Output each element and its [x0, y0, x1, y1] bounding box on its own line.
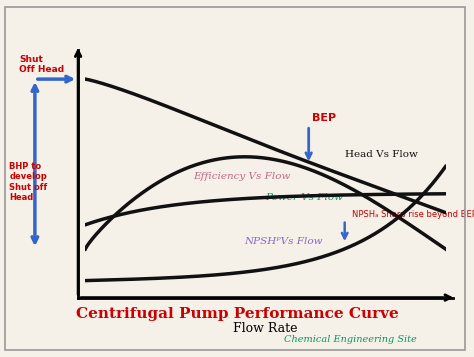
- Text: NPSHₐ Sharp rise beyond BEP: NPSHₐ Sharp rise beyond BEP: [352, 210, 474, 219]
- Text: Centrifugal Pump Performance Curve: Centrifugal Pump Performance Curve: [76, 307, 398, 321]
- Text: NPSHᴾVs Flow: NPSHᴾVs Flow: [244, 237, 322, 246]
- Text: Shut
Off Head: Shut Off Head: [19, 55, 64, 74]
- Text: Chemical Engineering Site: Chemical Engineering Site: [284, 335, 417, 344]
- Text: BEP: BEP: [312, 112, 337, 122]
- Text: Head Vs Flow: Head Vs Flow: [345, 150, 418, 159]
- Text: Power Vs Flow: Power Vs Flow: [265, 193, 344, 202]
- Text: Efficiency Vs Flow: Efficiency Vs Flow: [193, 172, 291, 181]
- Text: BHP to
develop
Shut off
Head: BHP to develop Shut off Head: [9, 162, 48, 202]
- Text: Flow Rate: Flow Rate: [233, 322, 298, 335]
